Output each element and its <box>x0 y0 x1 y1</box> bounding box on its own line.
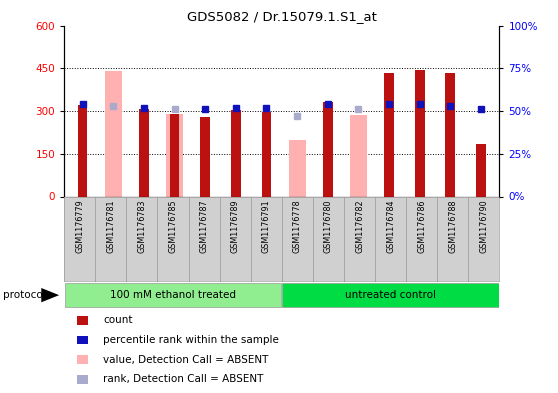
Text: rank, Detection Call = ABSENT: rank, Detection Call = ABSENT <box>103 374 263 384</box>
Text: GSM1176789: GSM1176789 <box>230 199 239 253</box>
Text: untreated control: untreated control <box>345 290 436 300</box>
Bar <box>170 114 180 196</box>
Text: GSM1176791: GSM1176791 <box>262 199 271 253</box>
Bar <box>384 73 394 196</box>
Text: GSM1176785: GSM1176785 <box>169 199 177 253</box>
Bar <box>282 283 499 307</box>
Bar <box>78 336 88 344</box>
Bar <box>323 103 333 196</box>
Bar <box>445 73 455 196</box>
Text: GSM1176784: GSM1176784 <box>386 199 395 253</box>
Bar <box>262 112 271 196</box>
Bar <box>476 144 486 196</box>
Text: protocol: protocol <box>3 290 46 300</box>
Text: GSM1176788: GSM1176788 <box>448 199 457 253</box>
Bar <box>65 283 281 307</box>
Polygon shape <box>41 288 59 302</box>
Text: value, Detection Call = ABSENT: value, Detection Call = ABSENT <box>103 354 268 365</box>
Text: GSM1176782: GSM1176782 <box>355 199 364 253</box>
Text: count: count <box>103 315 132 325</box>
Bar <box>139 109 149 196</box>
Text: GSM1176779: GSM1176779 <box>75 199 84 253</box>
Bar <box>78 316 88 325</box>
Text: GSM1176778: GSM1176778 <box>293 199 302 253</box>
Bar <box>78 375 88 384</box>
Bar <box>78 355 88 364</box>
Bar <box>105 71 122 196</box>
Text: GSM1176787: GSM1176787 <box>200 199 209 253</box>
Bar <box>78 105 88 196</box>
Bar <box>231 110 240 196</box>
Text: GSM1176790: GSM1176790 <box>479 199 488 253</box>
Text: percentile rank within the sample: percentile rank within the sample <box>103 335 279 345</box>
Bar <box>288 140 306 196</box>
Text: GSM1176783: GSM1176783 <box>137 199 146 253</box>
Bar <box>415 70 425 196</box>
Text: GSM1176786: GSM1176786 <box>417 199 426 253</box>
Bar <box>166 114 183 196</box>
Text: GSM1176780: GSM1176780 <box>324 199 333 253</box>
Bar <box>200 117 210 196</box>
Title: GDS5082 / Dr.15079.1.S1_at: GDS5082 / Dr.15079.1.S1_at <box>187 10 377 23</box>
Text: 100 mM ethanol treated: 100 mM ethanol treated <box>110 290 236 300</box>
Bar <box>350 115 367 196</box>
Text: GSM1176781: GSM1176781 <box>107 199 116 253</box>
